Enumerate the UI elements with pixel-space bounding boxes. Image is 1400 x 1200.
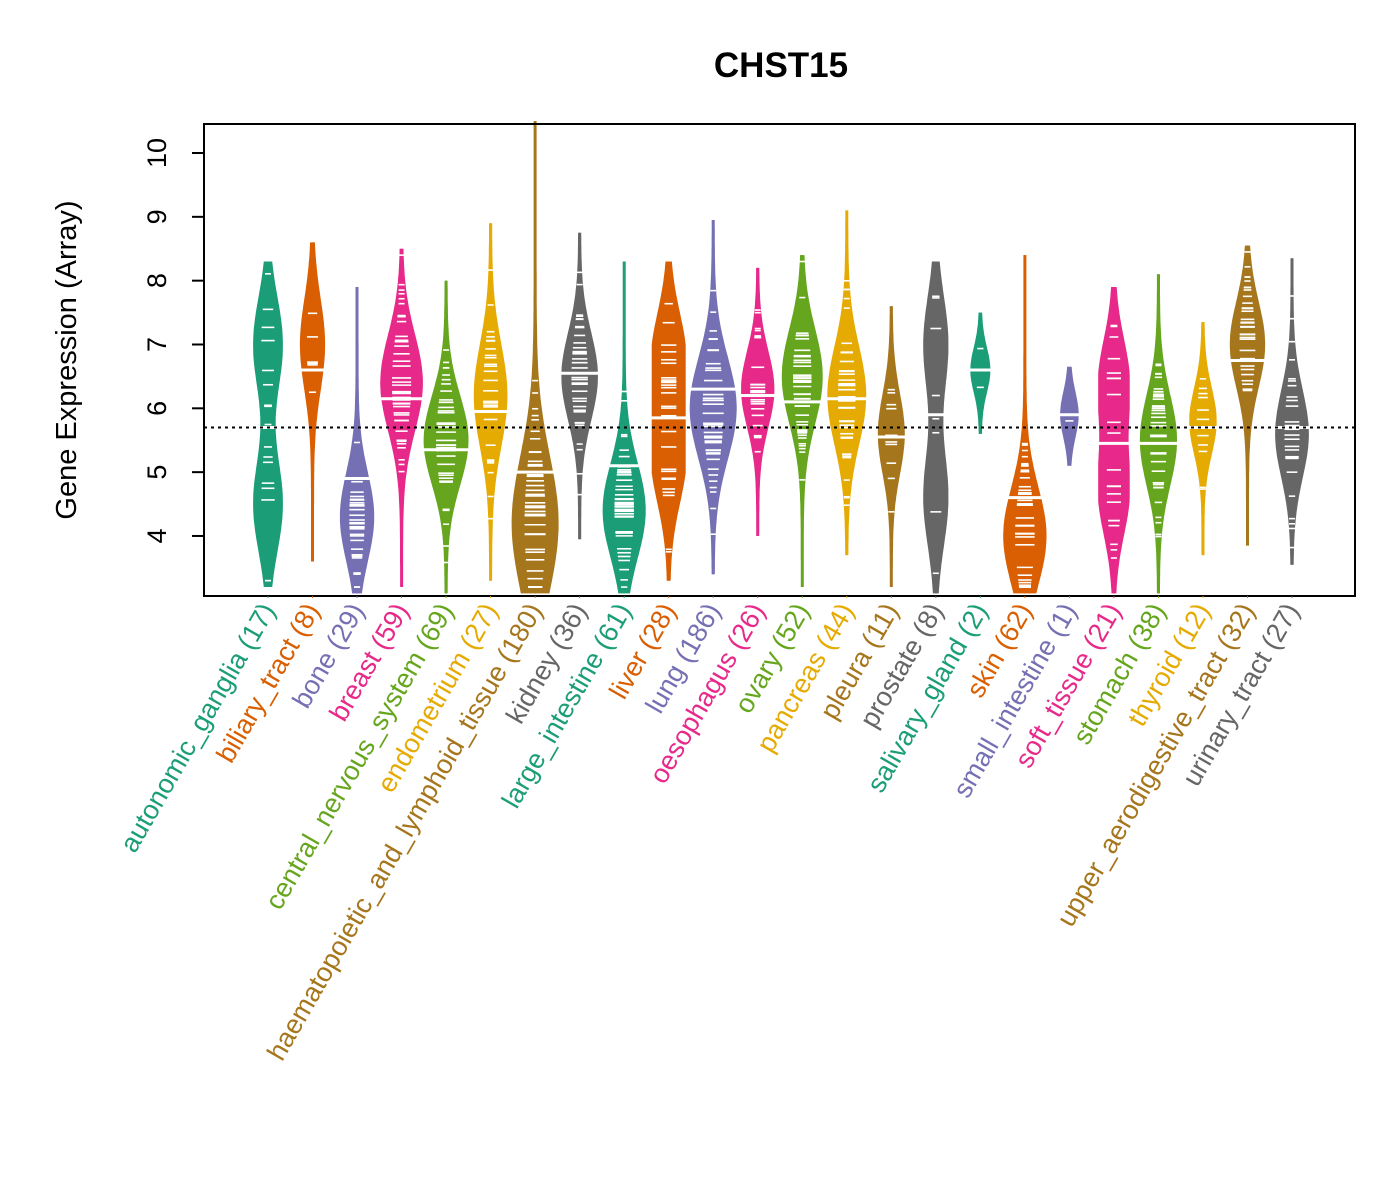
y-tick-label: 7 [142,337,172,352]
violin-biliary-tract [299,242,326,562]
violin-soft-tissue [1097,287,1131,594]
violin-oesophagus [739,267,777,536]
violins-layer [253,121,1311,594]
y-axis-label: Gene Expression (Array) [51,200,83,519]
y-tick-label: 4 [142,528,172,543]
y-tick-label: 9 [142,209,172,224]
violin-upper-aerodigestive-tract [1228,245,1267,546]
violin-ovary [781,255,823,588]
y-axis: 4 5 6 7 8 9 10 [142,138,204,543]
violin-haematopoietic-and-lymphoid-tissue [511,121,559,594]
violin-urinary-tract [1273,258,1311,565]
violin-endometrium [472,223,509,581]
violin-pancreas [825,210,869,556]
violin-small-intestine [1058,366,1081,466]
violin-breast [379,248,424,588]
violin-thyroid [1187,322,1219,556]
plot-frame [203,123,1356,597]
violin-central-nervous-system [422,280,471,594]
violin-skin [1003,255,1047,594]
x-axis-labels: autonomic_ganglia (17)biliary_tract (8)b… [114,596,1305,1065]
y-tick-label: 5 [142,465,172,480]
violin-salivary-gland [968,312,993,434]
violin-kidney [559,232,600,540]
y-tick-label: 10 [142,138,172,168]
violin-prostate [923,261,949,594]
chart-title: CHST15 [714,46,848,85]
y-tick-label: 8 [142,273,172,288]
y-tick-label: 6 [142,401,172,416]
violin-liver [649,261,688,581]
violin-autonomic-ganglia [253,261,283,588]
violin-bone [339,287,375,594]
violin-lung [689,220,738,575]
violin-pleura [875,306,907,588]
violin-stomach [1137,274,1179,594]
